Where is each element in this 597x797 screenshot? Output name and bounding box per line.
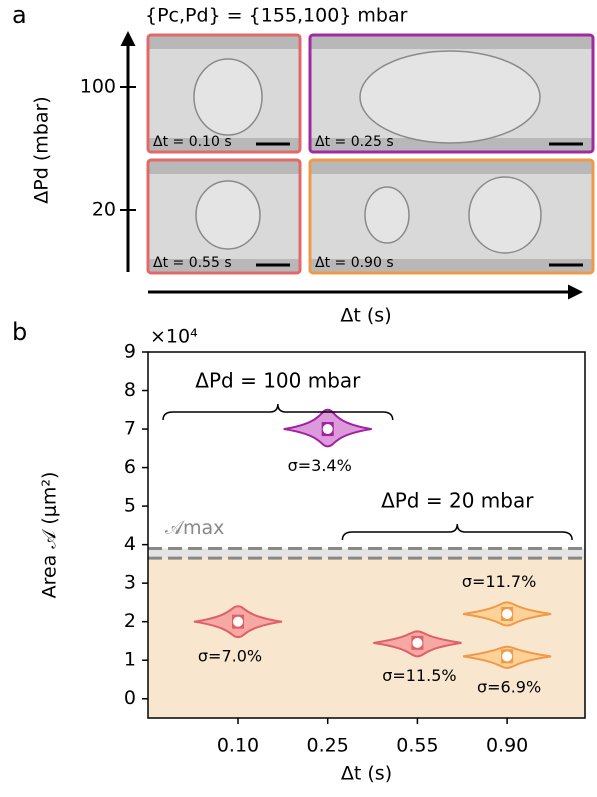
droplet bbox=[468, 176, 542, 254]
channel-wall bbox=[148, 35, 300, 49]
amax-label: 𝒜max bbox=[165, 517, 224, 539]
panel-label: a bbox=[12, 1, 27, 29]
brace bbox=[341, 523, 573, 541]
y-tick-label: 7 bbox=[124, 418, 136, 440]
sigma-label: σ=11.7% bbox=[462, 572, 536, 591]
channel-wall bbox=[148, 160, 300, 174]
y-tick-label: 2 bbox=[124, 610, 136, 632]
brace bbox=[162, 403, 394, 421]
feasible-region bbox=[148, 558, 585, 718]
droplet bbox=[359, 50, 541, 144]
y-multiplier: ×10⁴ bbox=[150, 326, 198, 348]
median bbox=[502, 608, 513, 619]
annotation: ΔPd = 100 mbar bbox=[195, 369, 361, 393]
sigma-label: σ=11.5% bbox=[382, 666, 456, 685]
y-tick-label: 0 bbox=[124, 687, 136, 709]
channel-wall bbox=[310, 259, 593, 273]
x-tick-label: 0.25 bbox=[307, 735, 349, 757]
image-border bbox=[308, 33, 595, 154]
droplet bbox=[364, 186, 410, 244]
x-tick-label: 0.10 bbox=[217, 735, 259, 757]
channel-wall bbox=[148, 259, 300, 273]
sigma-label: σ=3.4% bbox=[288, 456, 352, 475]
median bbox=[322, 424, 333, 435]
time-label: Δt = 0.25 s bbox=[315, 134, 394, 150]
sigma-label: σ=6.9% bbox=[477, 677, 541, 696]
median bbox=[502, 651, 513, 662]
image-border bbox=[308, 158, 595, 275]
panel-title: {Pc,Pd} = {155,100} mbar bbox=[145, 5, 408, 27]
sigma-label: σ=7.0% bbox=[198, 647, 262, 666]
y-tick-label: 5 bbox=[124, 495, 136, 517]
x-axis-label: Δt (s) bbox=[341, 763, 392, 785]
median bbox=[233, 616, 243, 627]
y-tick-label: 9 bbox=[124, 341, 136, 363]
y-tick-label: 3 bbox=[124, 572, 136, 594]
channel-wall bbox=[310, 35, 593, 49]
y-tick-label: 4 bbox=[124, 533, 136, 555]
channel-wall bbox=[310, 160, 593, 174]
micrograph bbox=[310, 160, 593, 273]
droplet bbox=[193, 58, 263, 136]
panel-label: b bbox=[12, 318, 27, 346]
y-tick-label: 8 bbox=[124, 379, 136, 401]
y-axis-label: Area 𝒜 (μm²) bbox=[39, 472, 61, 599]
amax-band bbox=[148, 548, 585, 559]
y-tick-label: 1 bbox=[124, 649, 136, 671]
droplet bbox=[195, 180, 261, 250]
image-grid: Δt = 0.10 s Δt = 0.25 s Δt = 0.55 s Δt = 0.… bbox=[146, 33, 595, 275]
plot: b 𝒜max 0 1 2 3 4 5 6 7 8 9 ×10⁴ Area 𝒜 (μm²) 0.10 0.25 0… bbox=[12, 318, 586, 785]
channel-wall bbox=[148, 138, 300, 152]
x-axis-label: Δt (s) bbox=[340, 305, 391, 327]
image-border bbox=[146, 158, 302, 275]
time-label: Δt = 0.90 s bbox=[315, 255, 394, 271]
y-axis-label: ΔPd (mbar) bbox=[31, 96, 53, 203]
y-tick-label: 20 bbox=[92, 199, 116, 221]
time-label: Δt = 0.55 s bbox=[153, 255, 232, 271]
annotation: ΔPd = 20 mbar bbox=[381, 489, 534, 513]
time-label: Δt = 0.10 s bbox=[153, 134, 232, 150]
y-tick-label: 6 bbox=[124, 456, 136, 478]
x-tick-label: 0.90 bbox=[486, 735, 528, 757]
plot-frame bbox=[147, 351, 586, 719]
image-border bbox=[146, 33, 302, 154]
median bbox=[412, 637, 423, 648]
channel-wall bbox=[310, 138, 593, 152]
x-tick-label: 0.55 bbox=[396, 735, 438, 757]
y-tick-label: 100 bbox=[80, 76, 116, 98]
